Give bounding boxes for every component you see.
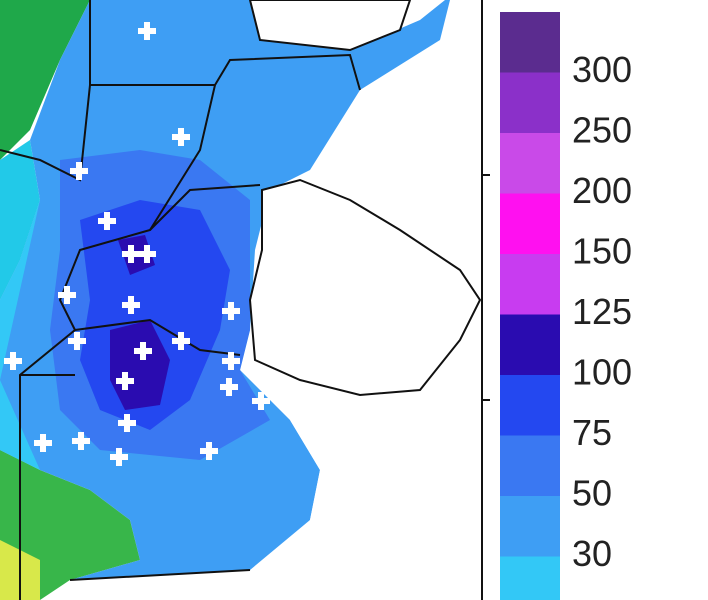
color-band <box>500 193 560 255</box>
color-band <box>500 496 560 557</box>
color-band <box>500 375 560 436</box>
legend-label: 75 <box>572 412 612 453</box>
legend-label: 150 <box>572 231 632 272</box>
color-band <box>500 314 560 376</box>
color-band <box>500 72 560 134</box>
color-legend: 300 250 200 150 125 100 75 50 30 <box>500 12 632 600</box>
country-region <box>248 0 412 52</box>
legend-label: 100 <box>572 352 632 393</box>
cyan-area <box>0 140 40 300</box>
color-band <box>500 254 560 315</box>
green-area <box>0 0 90 160</box>
legend-label: 200 <box>572 170 632 211</box>
legend-label: 50 <box>572 473 612 514</box>
legend-label: 300 <box>572 49 632 90</box>
sea <box>260 400 482 600</box>
borders <box>0 0 490 600</box>
legend-label: 30 <box>572 533 612 574</box>
legend-label: 125 <box>572 291 632 332</box>
color-band <box>500 133 560 194</box>
cyan-area <box>0 200 40 470</box>
color-band <box>500 435 560 497</box>
color-band <box>500 556 560 600</box>
map <box>0 0 490 600</box>
station-markers <box>4 22 270 466</box>
legend-label: 250 <box>572 110 632 151</box>
color-band <box>500 12 560 73</box>
country-uruguay <box>248 178 482 397</box>
